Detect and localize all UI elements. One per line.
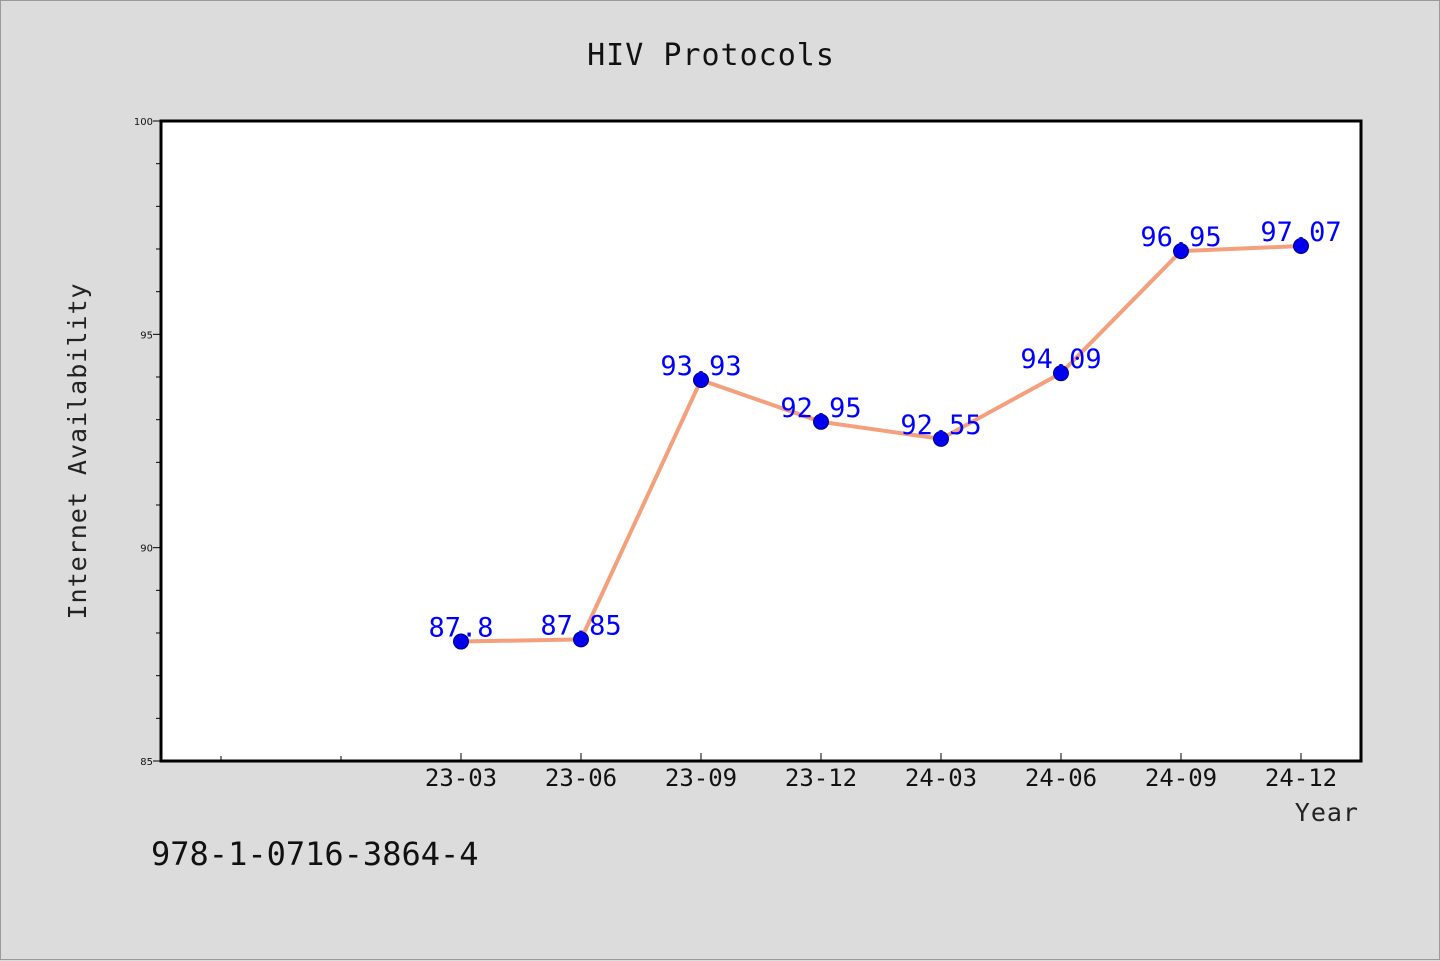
data-point xyxy=(453,633,469,650)
y-axis-ticks: 85 90 95 100 xyxy=(134,117,161,768)
x-tick-label: 24-12 xyxy=(1265,764,1337,792)
data-point xyxy=(933,430,949,447)
data-point xyxy=(1173,243,1189,260)
data-label: 87.8 xyxy=(428,613,493,644)
y-tick-label: 85 xyxy=(140,757,153,768)
data-point xyxy=(573,631,589,648)
x-tick-label: 23-03 xyxy=(425,764,497,792)
data-label: 87.85 xyxy=(540,610,621,641)
y-tick-label: 100 xyxy=(134,117,153,128)
y-tick-label: 90 xyxy=(140,544,153,555)
data-label: 97.07 xyxy=(1260,217,1341,248)
footnote-isbn: 978-1-0716-3864-4 xyxy=(151,835,479,873)
series-line xyxy=(459,244,1303,644)
y-tick-label: 95 xyxy=(140,330,153,341)
data-label: 92.55 xyxy=(900,410,981,441)
x-tick-label: 23-06 xyxy=(545,764,617,792)
x-tick-label: 23-12 xyxy=(785,764,857,792)
plot-area xyxy=(159,119,1363,763)
data-point xyxy=(1053,365,1069,382)
x-tick-label: 24-06 xyxy=(1025,764,1097,792)
series-layer: 87.8 87.85 93.93 92.95 92.55 94.09 96.95 97.07 xyxy=(428,217,1342,650)
x-axis-label: Year xyxy=(1295,798,1359,827)
data-point xyxy=(693,371,709,388)
data-point xyxy=(813,413,829,430)
data-label: 92.95 xyxy=(780,393,861,424)
chart-title: HIV Protocols xyxy=(587,38,835,73)
x-tick-label: 24-09 xyxy=(1145,764,1217,792)
data-point xyxy=(1293,238,1309,255)
x-tick-label: 23-09 xyxy=(665,764,737,792)
y-axis-label: Internet Availability xyxy=(63,282,92,619)
data-label: 96.95 xyxy=(1140,222,1221,253)
x-axis-ticks: 23-03 23-06 23-09 23-12 24-03 24-06 24-09 24-12 xyxy=(220,753,1337,792)
x-tick-label: 24-03 xyxy=(905,764,977,792)
data-label: 93.93 xyxy=(660,351,741,382)
data-label: 94.09 xyxy=(1020,344,1101,375)
